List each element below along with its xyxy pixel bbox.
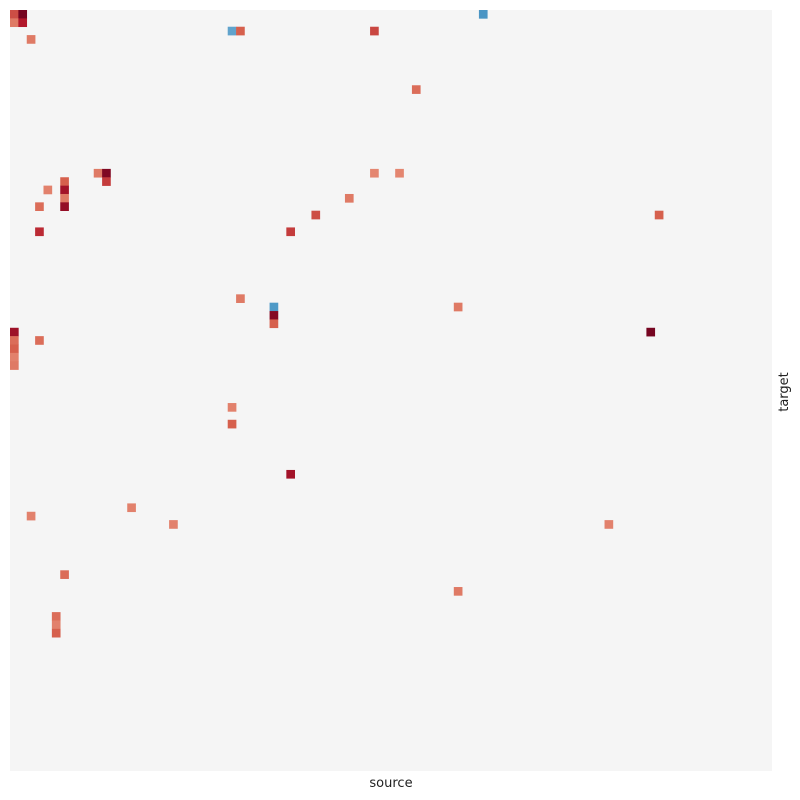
heatmap-cell [453,587,463,596]
heatmap-cell [102,168,111,178]
heatmap-cell [269,311,279,320]
heatmap-cell [286,469,295,479]
heatmap-cell [411,85,421,94]
heatmap-cell [18,10,28,19]
heatmap-cell [286,227,295,237]
heatmap-cell [51,612,61,621]
heatmap-cell [35,227,44,237]
heatmap-cell [10,18,19,28]
heatmap-cell [18,18,28,28]
heatmap-cell [43,185,53,195]
heatmap-cell [10,10,19,19]
heatmap-cell [227,26,237,36]
heatmap-cell [646,327,656,337]
heatmap-cell [169,520,178,529]
heatmap-cells [10,10,664,638]
heatmap-cell [269,319,279,329]
heatmap-cell [10,361,19,370]
heatmap-cell [269,302,279,312]
heatmap-cell [227,403,237,412]
x-axis-label: source [369,776,412,791]
heatmap-cell [60,177,69,186]
heatmap-cell [10,344,19,354]
heatmap-cell [370,168,379,178]
heatmap-cell [60,202,69,211]
heatmap-cell [26,35,36,44]
heatmap-cell [395,168,404,178]
heatmap-cell [10,336,19,345]
heatmap-cell [60,185,69,195]
heatmap-cell [10,327,19,337]
heatmap-cell [654,210,664,220]
heatmap-cell [453,302,463,312]
heatmap-cell [10,352,19,362]
heatmap-cell [102,177,111,186]
heatmap-cell [311,210,321,220]
heatmap-cell [370,26,379,36]
heatmap-cell [35,202,44,211]
heatmap-cell [35,336,44,345]
heatmap-cell [344,193,354,203]
heatmap-cell [236,26,245,36]
heatmap-cell [236,294,245,303]
heatmap-cell [60,570,69,579]
heatmap-cell [227,419,237,429]
heatmap-cell [93,168,103,178]
heatmap-cell [51,628,61,638]
heatmap-cell [604,520,614,529]
y-axis-label: target [777,372,792,412]
heatmap-cell [60,193,69,203]
heatmap-plot-area [10,10,772,771]
heatmap-cell [478,10,488,19]
heatmap-cell [26,511,36,521]
heatmap-cell [127,503,136,513]
heatmap-cell [51,620,61,630]
